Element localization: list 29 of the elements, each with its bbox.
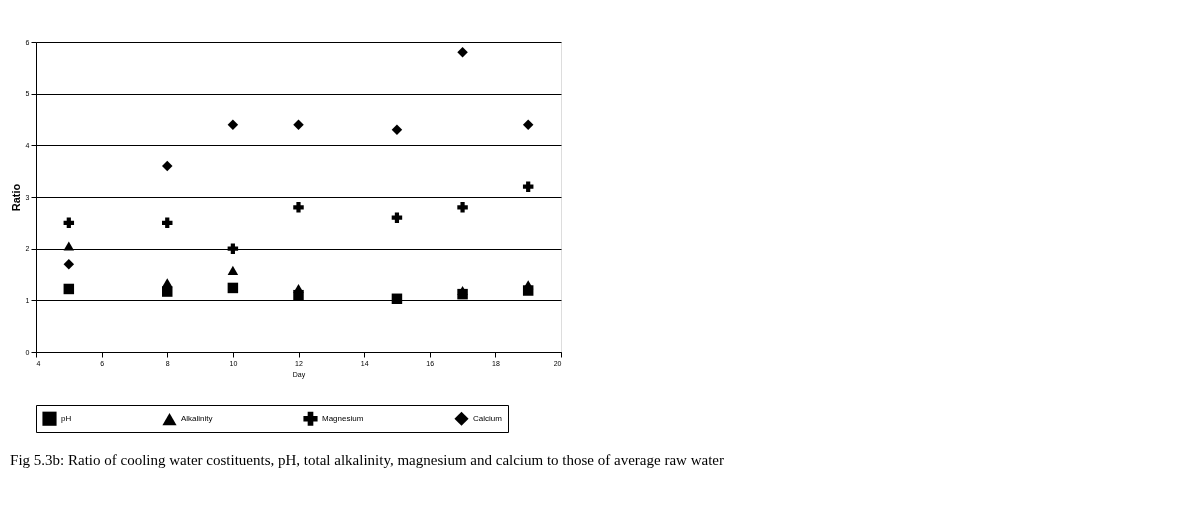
point bbox=[457, 202, 468, 213]
point bbox=[293, 202, 304, 213]
point bbox=[63, 217, 75, 229]
point bbox=[162, 278, 173, 288]
point bbox=[227, 119, 239, 130]
point bbox=[457, 47, 468, 58]
legend-label: pH bbox=[61, 413, 72, 423]
point bbox=[63, 241, 75, 251]
point bbox=[162, 286, 173, 297]
point bbox=[63, 283, 75, 295]
point bbox=[522, 119, 534, 130]
point bbox=[391, 124, 403, 136]
point bbox=[391, 293, 403, 305]
legend-label: Magnesium bbox=[322, 413, 364, 423]
point bbox=[227, 243, 239, 254]
point bbox=[162, 217, 173, 229]
point bbox=[227, 265, 239, 275]
point bbox=[457, 285, 468, 296]
caption: Fig 5.3b: Ratio of cooling water costituents, pH, total alkalinity, magnesium and calcium to those of average raw water bbox=[10, 451, 724, 468]
point bbox=[63, 258, 75, 270]
point bbox=[293, 283, 304, 293]
point bbox=[293, 119, 304, 130]
point bbox=[391, 212, 403, 223]
point bbox=[227, 282, 239, 294]
point bbox=[522, 181, 534, 192]
legend-label: Alkalinity bbox=[181, 414, 213, 424]
legend-label: Calcium bbox=[473, 413, 503, 423]
point bbox=[162, 160, 173, 172]
y-axis-title: Ratio bbox=[9, 183, 22, 212]
